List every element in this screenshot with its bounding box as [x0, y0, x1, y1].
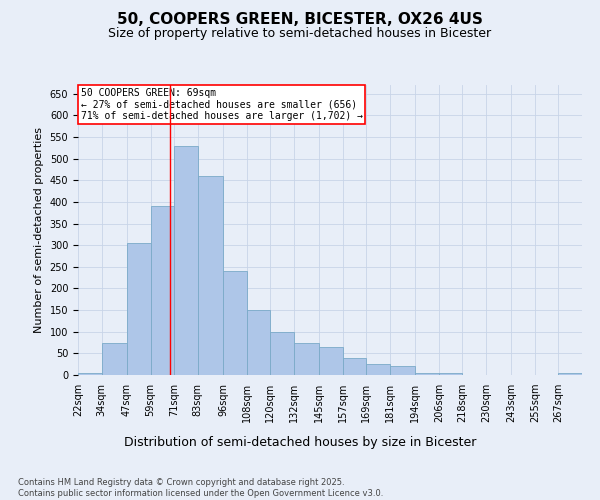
Bar — [366, 364, 390, 375]
Bar — [270, 332, 294, 375]
Bar — [294, 342, 319, 375]
Text: Size of property relative to semi-detached houses in Bicester: Size of property relative to semi-detach… — [109, 28, 491, 40]
Text: 50 COOPERS GREEN: 69sqm
← 27% of semi-detached houses are smaller (656)
71% of s: 50 COOPERS GREEN: 69sqm ← 27% of semi-de… — [80, 88, 362, 121]
Bar — [439, 373, 463, 375]
Bar — [174, 146, 197, 375]
Bar — [223, 271, 247, 375]
Bar — [101, 342, 127, 375]
Text: 50, COOPERS GREEN, BICESTER, OX26 4US: 50, COOPERS GREEN, BICESTER, OX26 4US — [117, 12, 483, 28]
Bar — [78, 373, 101, 375]
Bar — [197, 176, 223, 375]
Text: Distribution of semi-detached houses by size in Bicester: Distribution of semi-detached houses by … — [124, 436, 476, 449]
Bar — [151, 206, 174, 375]
Bar — [247, 310, 270, 375]
Bar — [127, 243, 151, 375]
Y-axis label: Number of semi-detached properties: Number of semi-detached properties — [34, 127, 44, 333]
Bar — [559, 373, 582, 375]
Bar — [390, 366, 415, 375]
Bar — [415, 373, 439, 375]
Text: Contains HM Land Registry data © Crown copyright and database right 2025.
Contai: Contains HM Land Registry data © Crown c… — [18, 478, 383, 498]
Bar — [343, 358, 366, 375]
Bar — [319, 347, 343, 375]
